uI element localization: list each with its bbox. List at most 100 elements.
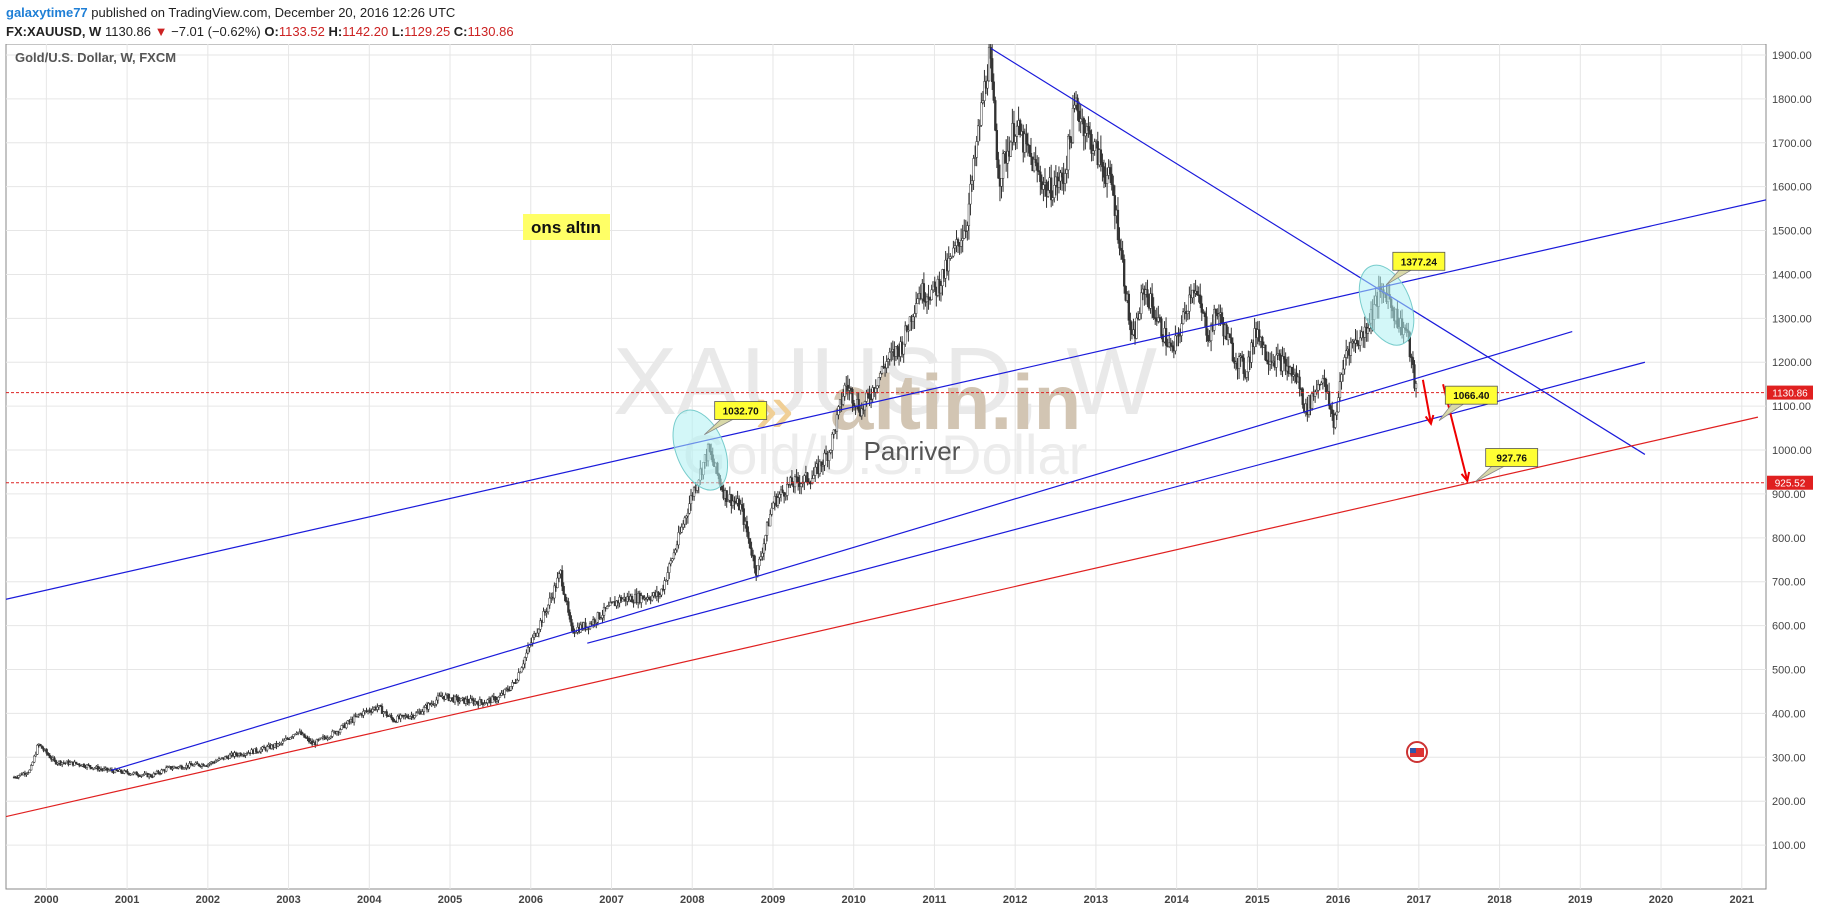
- price-tags: 1130.86 925.52: [1767, 385, 1813, 490]
- candle-body: [1127, 293, 1130, 321]
- candle-body: [568, 612, 572, 620]
- candle-body: [382, 711, 385, 714]
- candle-body: [1073, 104, 1076, 109]
- candle-body: [245, 753, 249, 755]
- candle-body: [810, 478, 814, 484]
- candle-body: [887, 358, 890, 362]
- candle-body: [1186, 310, 1189, 315]
- candle-body: [970, 180, 974, 185]
- callout-label: 1377.24: [1401, 257, 1438, 268]
- candle-body: [1102, 166, 1106, 178]
- price-callout[interactable]: 1066.40: [1438, 385, 1498, 421]
- candle-body: [904, 325, 907, 345]
- candle-series: [12, 44, 1418, 780]
- callout-box: [1392, 251, 1446, 271]
- candle-body: [1026, 143, 1030, 146]
- candle-body: [1237, 356, 1241, 369]
- candle-body: [806, 472, 809, 483]
- candle-body: [40, 745, 44, 749]
- candle-body: [228, 754, 232, 759]
- candle-body: [1411, 357, 1415, 365]
- candle-body: [183, 767, 187, 770]
- candle-body: [879, 373, 882, 378]
- candle-body: [686, 512, 690, 517]
- highlight-ellipse[interactable]: [1349, 257, 1425, 353]
- price-tag-box: [1767, 475, 1813, 490]
- candle-body: [814, 466, 817, 476]
- candle-body: [880, 366, 884, 374]
- arrow-shaft[interactable]: [1421, 379, 1432, 424]
- candle-body: [978, 125, 981, 127]
- candle-body: [328, 737, 331, 740]
- candle-body: [992, 81, 995, 101]
- candle-body: [565, 600, 568, 603]
- publish-line: galaxytime77 published on TradingView.co…: [6, 5, 455, 20]
- candle-body: [796, 476, 800, 483]
- candle-body: [413, 715, 416, 718]
- candle-body: [1284, 358, 1287, 372]
- y-axis[interactable]: 100.00 200.00 300.00 400.00 500.00 600.00 700.…: [1772, 50, 1812, 852]
- candle-body: [1060, 172, 1064, 178]
- plot-area[interactable]: [5, 44, 1767, 890]
- candle-body: [1046, 190, 1050, 197]
- candle-body: [1091, 150, 1095, 154]
- trend-line[interactable]: [6, 199, 1766, 600]
- candle-body: [455, 695, 458, 698]
- price-callout[interactable]: 927.76: [1475, 448, 1539, 482]
- symbol-line: FX:XAUUSD, W 1130.86 ▼ −7.01 (−0.62%) O:…: [6, 24, 514, 39]
- candle-body: [564, 594, 567, 602]
- candle-body: [843, 385, 846, 397]
- candle-body: [196, 762, 199, 765]
- candle-body: [980, 102, 983, 126]
- candle-body: [16, 777, 19, 779]
- candle-body: [770, 507, 773, 515]
- x-axis[interactable]: 2000 2001 2002 2003 2004 2005 2006 2007 2008 2009…: [34, 894, 1754, 906]
- candle-body: [800, 483, 803, 487]
- watermark-name: Gold/U.S. Dollar: [683, 423, 1088, 486]
- candle-body: [896, 346, 899, 350]
- author-link[interactable]: galaxytime77: [6, 5, 88, 20]
- candle-body: [303, 733, 306, 738]
- candle-body: [157, 771, 160, 774]
- trend-line[interactable]: [6, 416, 1759, 818]
- candle-body: [902, 343, 905, 355]
- callout-layer: 1032.70 1377.24 1066.40 927.76: [704, 251, 1539, 482]
- price-callout[interactable]: 1032.70: [704, 401, 768, 436]
- candle-body: [45, 749, 48, 754]
- candle-body: [508, 689, 511, 692]
- candle-body: [1039, 171, 1042, 182]
- candle-body: [756, 565, 759, 576]
- candle-body: [952, 247, 955, 257]
- candle-body: [1349, 342, 1352, 356]
- candle-body: [1116, 209, 1120, 241]
- price-callout[interactable]: 1377.24: [1386, 251, 1446, 285]
- y-tick-label: 1200.00: [1772, 357, 1812, 369]
- candle-body: [1188, 294, 1191, 312]
- candle-body: [193, 764, 196, 767]
- price-tag-label: 925.52: [1775, 479, 1806, 490]
- candle-body: [345, 723, 348, 729]
- candle-body: [466, 698, 469, 703]
- candle-body: [391, 717, 395, 722]
- candle-body: [34, 754, 37, 757]
- candle-body: [641, 595, 645, 600]
- candle-body: [657, 591, 660, 597]
- candle-body: [475, 701, 478, 704]
- candle-body: [48, 754, 51, 759]
- price-chart[interactable]: XAUUSD, W Gold/U.S. Dollar altin.in » 10…: [0, 44, 1824, 915]
- highlight-ellipse[interactable]: [662, 402, 738, 498]
- trend-line[interactable]: [587, 361, 1646, 644]
- candle-body: [1036, 162, 1039, 171]
- candle-body: [894, 346, 898, 357]
- trend-line[interactable]: [110, 330, 1573, 772]
- candle-body: [991, 58, 994, 83]
- candle-body: [456, 696, 460, 703]
- flag-icon[interactable]: [1406, 741, 1428, 763]
- callout-label: 1066.40: [1453, 391, 1490, 402]
- candle-body: [1124, 285, 1127, 301]
- candle-body: [1067, 135, 1070, 171]
- trend-line[interactable]: [990, 47, 1646, 455]
- candle-body: [320, 737, 323, 740]
- candle-body: [747, 531, 750, 539]
- candle-body: [1413, 364, 1416, 389]
